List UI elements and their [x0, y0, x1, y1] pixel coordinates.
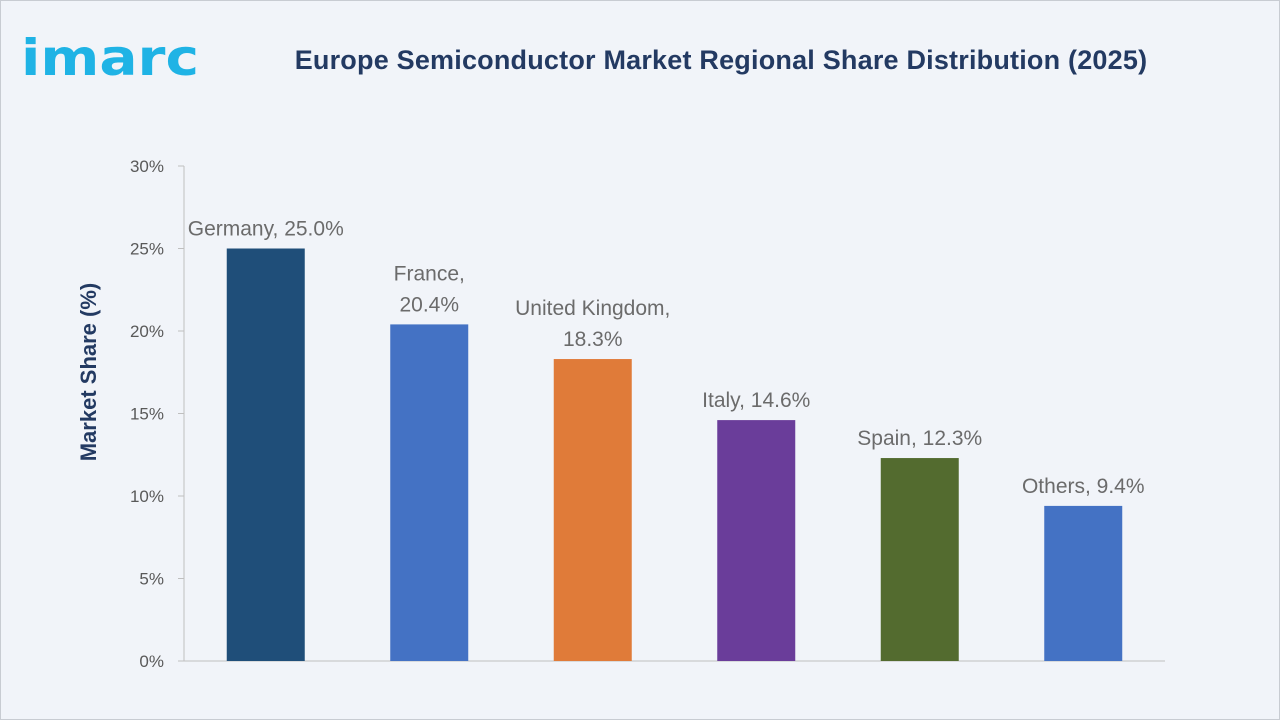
- data-label: France,: [394, 262, 465, 285]
- bar-italy: [717, 420, 796, 661]
- data-label: Germany, 25.0%: [188, 218, 344, 241]
- data-label: 18.3%: [563, 328, 623, 351]
- data-label: Spain, 12.3%: [857, 427, 982, 450]
- y-tick-label: 15%: [130, 405, 164, 424]
- y-tick-label: 20%: [130, 322, 164, 341]
- data-label: Italy, 14.6%: [702, 389, 810, 412]
- bar-others: [1044, 505, 1123, 661]
- data-label: Others, 9.4%: [1022, 475, 1145, 498]
- y-tick-label: 30%: [130, 157, 164, 176]
- y-tick-label: 25%: [130, 240, 164, 259]
- bars: [226, 248, 1123, 661]
- chart-title: Europe Semiconductor Market Regional Sha…: [294, 45, 1148, 75]
- bar-united-kingdom: [553, 359, 632, 661]
- y-axis-title: Market Share (%): [76, 283, 101, 462]
- y-tick-label: 0%: [139, 652, 164, 671]
- imarc-logo: imarc: [21, 29, 199, 85]
- data-label: 20.4%: [399, 293, 459, 316]
- bar-spain: [880, 458, 959, 661]
- logo-text: imarc: [21, 29, 199, 85]
- y-tick-label: 10%: [130, 487, 164, 506]
- data-labels: Germany, 25.0% France, 20.4% United Kingdom…: [188, 218, 1145, 498]
- axes: 0% 5% 10% 15% 20% 25% 30%: [130, 157, 1165, 671]
- bar-france: [390, 324, 469, 661]
- y-tick-label: 5%: [139, 570, 164, 589]
- data-label: United Kingdom,: [515, 297, 670, 320]
- bar-germany: [226, 248, 305, 661]
